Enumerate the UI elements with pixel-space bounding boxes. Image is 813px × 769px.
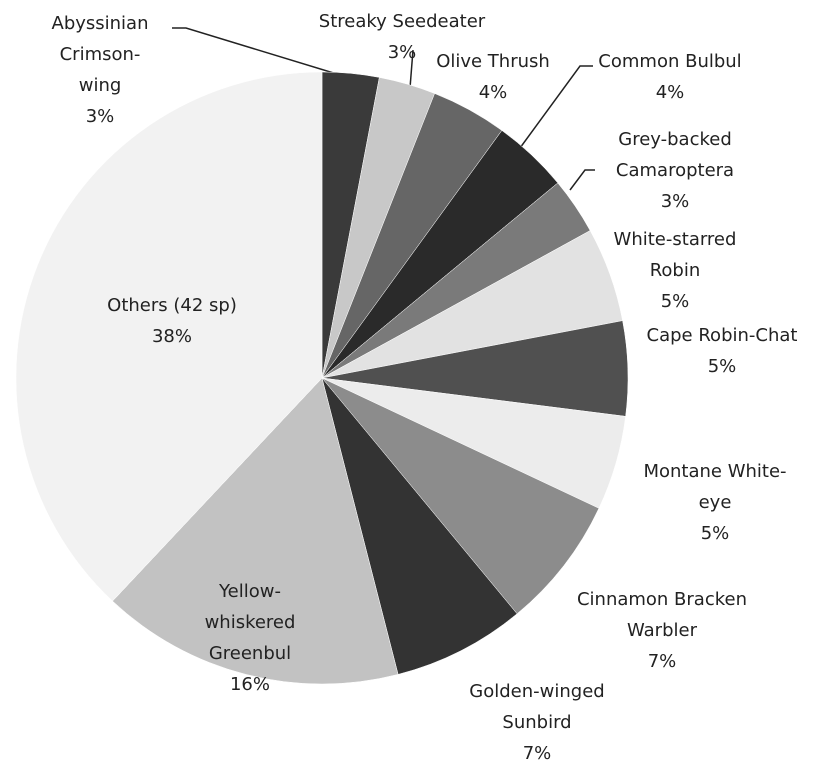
- slice-value: 38%: [151, 326, 192, 347]
- slice-value: 16%: [229, 674, 270, 695]
- slice-name: Golden-winged Sunbird: [469, 681, 605, 733]
- slice-value: 5%: [660, 291, 690, 312]
- slice-value: 7%: [647, 651, 677, 672]
- leader-line: [172, 27, 351, 79]
- slice-label: Montane White-eye 5%: [635, 456, 795, 549]
- slice-name: Grey-backed Camaroptera: [615, 129, 735, 181]
- slice-name: White-starred Robin: [613, 229, 737, 281]
- slice-value: 3%: [85, 106, 115, 127]
- slice-label: Cinnamon Bracken Warbler 7%: [562, 584, 762, 677]
- pie-slice: [112, 377, 399, 685]
- slice-label: White-starred Robin 5%: [600, 224, 750, 317]
- slice-label: Common Bulbul 4%: [580, 46, 760, 108]
- leader-lines: [172, 27, 595, 191]
- slice-label: Yellow-whiskered Greenbul 16%: [175, 576, 325, 700]
- slice-name: Others (42 sp): [107, 295, 237, 316]
- slice-label: Others (42 sp) 38%: [72, 290, 272, 352]
- slice-value: 3%: [387, 42, 417, 63]
- slice-value: 5%: [707, 356, 737, 377]
- slice-value: 4%: [655, 82, 685, 103]
- slice-label: Olive Thrush 4%: [413, 46, 573, 108]
- leader-line: [409, 49, 414, 89]
- slice-value: 7%: [522, 743, 552, 764]
- slice-value: 5%: [700, 523, 730, 544]
- slice-value: 4%: [478, 82, 508, 103]
- slice-name: Common Bulbul: [598, 51, 742, 72]
- slice-label: Cape Robin-Chat 5%: [632, 320, 812, 382]
- slice-name: Streaky Seedeater: [318, 11, 486, 32]
- slice-name: Montane White-eye: [643, 461, 787, 513]
- slice-name: Yellow-whiskered Greenbul: [204, 581, 296, 664]
- slice-name: Olive Thrush: [436, 51, 550, 72]
- leader-line: [569, 169, 595, 191]
- leader-line: [519, 65, 593, 149]
- slice-name: Abyssinian Crimson-wing: [51, 13, 149, 96]
- pie-slice: [15, 71, 323, 602]
- slice-value: 3%: [660, 191, 690, 212]
- pie-slice: [321, 377, 600, 615]
- slice-label: Grey-backed Camaroptera 3%: [600, 124, 750, 217]
- slice-label: Abyssinian Crimson-wing 3%: [40, 8, 160, 132]
- pie-slice: [321, 377, 518, 675]
- slice-label: Golden-winged Sunbird 7%: [437, 676, 637, 769]
- slice-name: Cape Robin-Chat: [646, 325, 798, 346]
- slice-name: Cinnamon Bracken Warbler: [576, 589, 748, 641]
- slice-label: Streaky Seedeater 3%: [302, 6, 502, 68]
